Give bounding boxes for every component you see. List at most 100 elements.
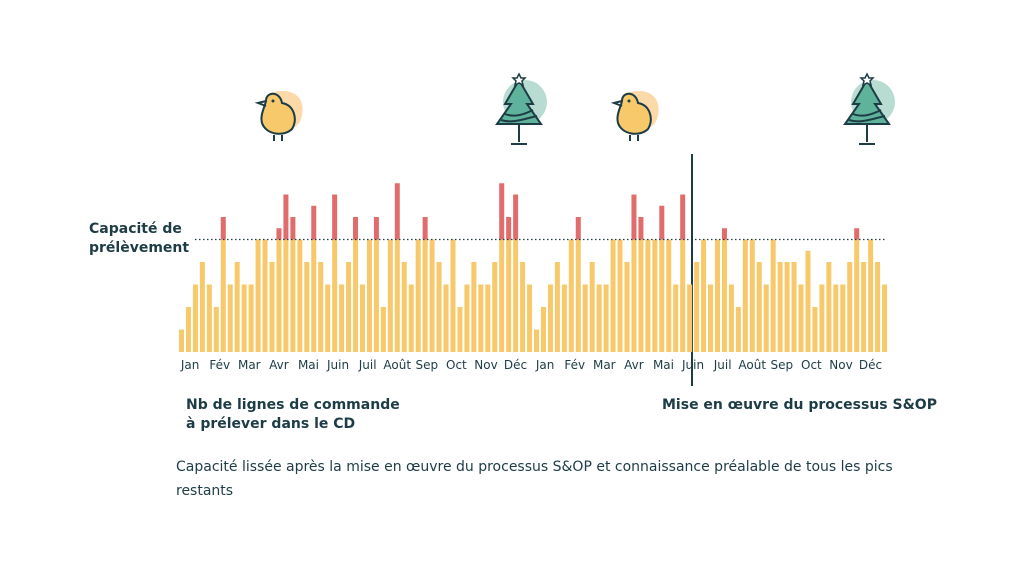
bar bbox=[192, 284, 198, 352]
bar bbox=[408, 284, 414, 352]
capacity-label: prélèvement bbox=[89, 240, 189, 256]
month-label: Juin bbox=[681, 358, 704, 372]
bar bbox=[318, 262, 324, 352]
y-label: Nb de lignes de commande à prélever dans… bbox=[186, 396, 400, 434]
bar bbox=[366, 239, 372, 352]
bar bbox=[220, 239, 226, 352]
bar bbox=[471, 262, 477, 352]
bar bbox=[457, 307, 463, 352]
bar-over-capacity bbox=[422, 217, 428, 240]
bar bbox=[589, 262, 595, 352]
bar bbox=[534, 329, 540, 352]
bar bbox=[687, 284, 693, 352]
bar bbox=[380, 307, 386, 352]
bar bbox=[561, 284, 567, 352]
bar bbox=[227, 284, 233, 352]
bar-over-capacity bbox=[283, 194, 289, 240]
bar-over-capacity bbox=[854, 228, 860, 240]
bar bbox=[777, 262, 783, 352]
bar bbox=[812, 307, 818, 352]
bar-over-capacity bbox=[499, 183, 505, 240]
bar bbox=[450, 239, 456, 352]
bar bbox=[478, 284, 484, 352]
bar bbox=[673, 284, 679, 352]
bar-over-capacity bbox=[680, 194, 686, 240]
bar bbox=[234, 262, 240, 352]
tree-icon bbox=[843, 72, 895, 145]
bar bbox=[269, 262, 275, 352]
bar bbox=[304, 262, 310, 352]
month-label: Oct bbox=[801, 358, 822, 372]
bar bbox=[861, 262, 867, 352]
bar bbox=[735, 307, 741, 352]
bar bbox=[415, 239, 421, 352]
month-label: Août bbox=[738, 358, 766, 372]
bar bbox=[241, 284, 247, 352]
month-label: Mai bbox=[653, 358, 674, 372]
bar bbox=[638, 239, 644, 352]
bar-over-capacity bbox=[638, 217, 644, 240]
bar bbox=[756, 262, 762, 352]
bar bbox=[610, 239, 616, 352]
capacity-label: Capacité de bbox=[89, 221, 182, 237]
month-label: Sep bbox=[770, 358, 793, 372]
bar bbox=[248, 284, 254, 352]
bar bbox=[596, 284, 602, 352]
bar bbox=[680, 239, 686, 352]
bar-over-capacity bbox=[721, 228, 727, 240]
bar bbox=[652, 239, 658, 352]
month-label: Juil bbox=[358, 358, 377, 372]
bar bbox=[826, 262, 832, 352]
bar bbox=[875, 262, 881, 352]
bar bbox=[694, 262, 700, 352]
bar bbox=[847, 262, 853, 352]
bar-over-capacity bbox=[394, 183, 400, 240]
bar-over-capacity bbox=[513, 194, 519, 240]
bar bbox=[394, 239, 400, 352]
bar bbox=[185, 307, 191, 352]
bar bbox=[179, 329, 185, 352]
bar bbox=[624, 262, 630, 352]
bar bbox=[290, 239, 296, 352]
month-label: Juil bbox=[713, 358, 732, 372]
bar bbox=[346, 262, 352, 352]
bar bbox=[325, 284, 331, 352]
bar bbox=[353, 239, 359, 352]
bar-over-capacity bbox=[332, 194, 338, 240]
bar bbox=[373, 239, 379, 352]
bar bbox=[701, 239, 707, 352]
bar bbox=[554, 262, 560, 352]
month-label: Fév bbox=[564, 358, 585, 372]
bar bbox=[492, 262, 498, 352]
bar bbox=[506, 239, 512, 352]
bar bbox=[262, 239, 268, 352]
bar bbox=[617, 239, 623, 352]
month-label: Avr bbox=[269, 358, 289, 372]
bar bbox=[868, 239, 874, 352]
month-label: Jan bbox=[535, 358, 555, 372]
bar bbox=[882, 284, 888, 352]
bar-over-capacity bbox=[575, 217, 581, 240]
bar bbox=[276, 239, 282, 352]
bar bbox=[255, 239, 261, 352]
bar-over-capacity bbox=[290, 217, 296, 240]
bar bbox=[575, 239, 581, 352]
month-label: Nov bbox=[474, 358, 497, 372]
month-label: Nov bbox=[829, 358, 852, 372]
bar-over-capacity bbox=[220, 217, 226, 240]
y-label-line: Nb de lignes de commande bbox=[186, 397, 400, 413]
month-label: Août bbox=[383, 358, 411, 372]
bar bbox=[429, 239, 435, 352]
bar bbox=[513, 239, 519, 352]
bar bbox=[520, 262, 526, 352]
month-label: Jan bbox=[180, 358, 200, 372]
bar bbox=[332, 239, 338, 352]
bar bbox=[721, 239, 727, 352]
bar bbox=[659, 239, 665, 352]
bar bbox=[464, 284, 470, 352]
bar bbox=[763, 284, 769, 352]
bar bbox=[436, 262, 442, 352]
bar bbox=[547, 284, 553, 352]
bar bbox=[311, 239, 317, 352]
